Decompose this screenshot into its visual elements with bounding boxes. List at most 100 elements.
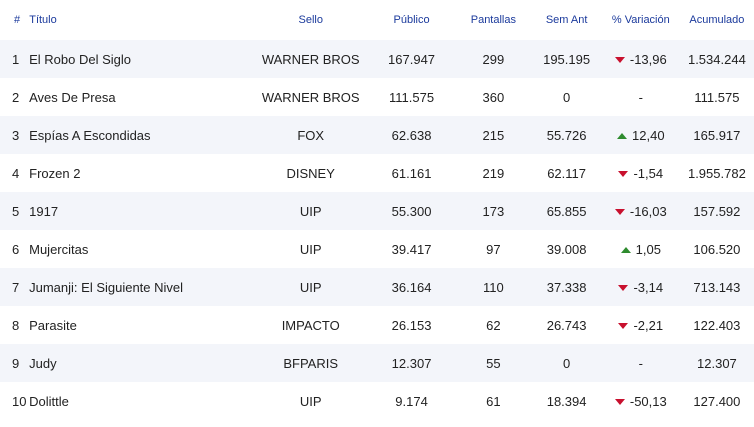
arrow-down-icon [618,284,629,291]
acumulado-cell: 106.520 [693,241,741,257]
header-sello[interactable]: Sello [298,14,323,26]
variacion-value-group: -2,21 [618,318,663,333]
title-cell: Aves De Presa [29,89,116,105]
sem-ant-cell: 55.726 [546,127,587,143]
sem-ant-cell: 18.394 [546,393,587,409]
acumulado-cell: 1.955.782 [687,165,746,181]
sem-ant-cell: 65.855 [546,203,587,219]
pantallas-cell: 173 [482,203,505,219]
header-acumulado[interactable]: Acumulado [689,14,745,26]
acumulado-cell: 1.534.244 [687,51,746,67]
sello-cell: UIP [299,393,322,409]
variacion-cell: - [602,90,680,105]
sem-ant-cell: 0 [562,89,571,105]
arrow-up-icon [617,132,628,139]
variacion-value-group: -13,96 [614,52,667,67]
variacion-value: - [638,89,643,105]
publico-cell: 36.164 [391,279,432,295]
table-row[interactable]: 7 Jumanji: El Siguiente Nivel UIP 36.164 110… [0,268,754,306]
rank-cell: 4 [12,165,20,181]
table-row[interactable]: 1 El Robo Del Siglo WARNER BROS 167.947 299 1… [0,40,754,78]
rank-cell: 10 [12,393,27,409]
variacion-cell: -2,21 [602,317,680,333]
sem-ant-cell: 26.743 [546,317,587,333]
title-cell: 1917 [29,203,59,219]
sem-ant-cell: 37.338 [546,279,587,295]
sello-cell: BFPARIS [283,355,339,371]
variacion-cell: -50,13 [602,393,680,410]
variacion-cell: -16,03 [602,203,680,220]
variacion-value-group: 12,40 [617,128,665,143]
title-cell: Frozen 2 [29,165,81,181]
header-rank[interactable]: # [14,14,21,26]
sello-cell: DISNEY [286,165,335,181]
variacion-value: -50,13 [629,394,667,410]
variacion-value-group: -3,14 [618,280,663,295]
header-sem-ant[interactable]: Sem Ant [545,14,588,26]
header-title[interactable]: Título [29,14,57,26]
sem-ant-cell: 39.008 [546,241,587,257]
table-row[interactable]: 10 Dolittle UIP 9.174 61 18.394 -50,13 127.400 [0,382,754,420]
table-row[interactable]: 2 Aves De Presa WARNER BROS 111.575 360 0 - 111… [0,78,754,116]
publico-cell: 61.161 [391,165,432,181]
sello-cell: UIP [299,279,322,295]
rank-cell: 5 [12,203,20,219]
title-cell: El Robo Del Siglo [29,51,132,67]
header-publico[interactable]: Público [393,14,430,26]
arrow-down-icon [618,322,629,329]
publico-cell: 9.174 [395,393,428,409]
acumulado-cell: 127.400 [693,393,741,409]
rank-cell: 3 [12,127,20,143]
header-pantallas[interactable]: Pantallas [470,14,516,26]
acumulado-cell: 165.917 [693,127,741,143]
pantallas-cell: 299 [482,51,505,67]
arrow-up-icon [620,246,631,253]
publico-cell: 12.307 [391,355,432,371]
rank-cell: 6 [12,241,20,257]
table-row[interactable]: 5 1917 UIP 55.300 173 65.855 -16,03 157.592 [0,192,754,230]
title-cell: Espías A Escondidas [29,127,151,143]
pantallas-cell: 215 [482,127,505,143]
rank-cell: 2 [12,89,20,105]
variacion-value-group: - [639,90,643,105]
arrow-down-icon [614,56,625,63]
table-row[interactable]: 3 Espías A Escondidas FOX 62.638 215 55.726 12… [0,116,754,154]
acumulado-cell: 12.307 [697,355,737,371]
table-header: # Título Sello Público Pantallas Sem Ant… [0,0,754,40]
variacion-cell: -1,54 [602,165,680,181]
header-variacion[interactable]: % Variación [611,14,670,26]
title-cell: Jumanji: El Siguiente Nivel [29,279,184,295]
pantallas-cell: 62 [486,317,501,333]
variacion-value-group: -16,03 [614,204,667,220]
sello-cell: WARNER BROS [261,89,360,105]
variacion-value: 1,05 [635,242,661,258]
arrow-down-icon [618,170,629,177]
variacion-value: -16,03 [629,204,667,220]
publico-cell: 111.575 [389,89,435,105]
title-cell: Mujercitas [29,241,89,257]
rank-cell: 1 [12,51,20,67]
sello-cell: IMPACTO [281,317,340,333]
acumulado-cell: 713.143 [693,279,741,295]
rank-cell: 9 [12,355,20,371]
sello-cell: FOX [297,127,325,143]
publico-cell: 167.947 [388,51,436,67]
rank-cell: 7 [12,279,20,295]
pantallas-cell: 110 [482,279,504,295]
arrow-down-icon [614,398,625,405]
acumulado-cell: 157.592 [693,203,741,219]
table-row[interactable]: 8 Parasite IMPACTO 26.153 62 26.743 -2,21 122.4… [0,306,754,344]
variacion-cell: 1,05 [602,241,680,258]
acumulado-cell: 111.575 [694,89,740,105]
sello-cell: UIP [299,203,322,219]
pantallas-cell: 219 [482,165,505,181]
sello-cell: WARNER BROS [261,51,360,67]
table-row[interactable]: 9 Judy BFPARIS 12.307 55 0 - 12.307 [0,344,754,382]
table-row[interactable]: 4 Frozen 2 DISNEY 61.161 219 62.117 -1,54 1.955… [0,154,754,192]
acumulado-cell: 122.403 [693,317,741,333]
pantallas-cell: 360 [482,89,505,105]
table-row[interactable]: 6 Mujercitas UIP 39.417 97 39.008 1,05 106.520 [0,230,754,268]
publico-cell: 55.300 [391,203,432,219]
title-cell: Parasite [29,317,77,333]
